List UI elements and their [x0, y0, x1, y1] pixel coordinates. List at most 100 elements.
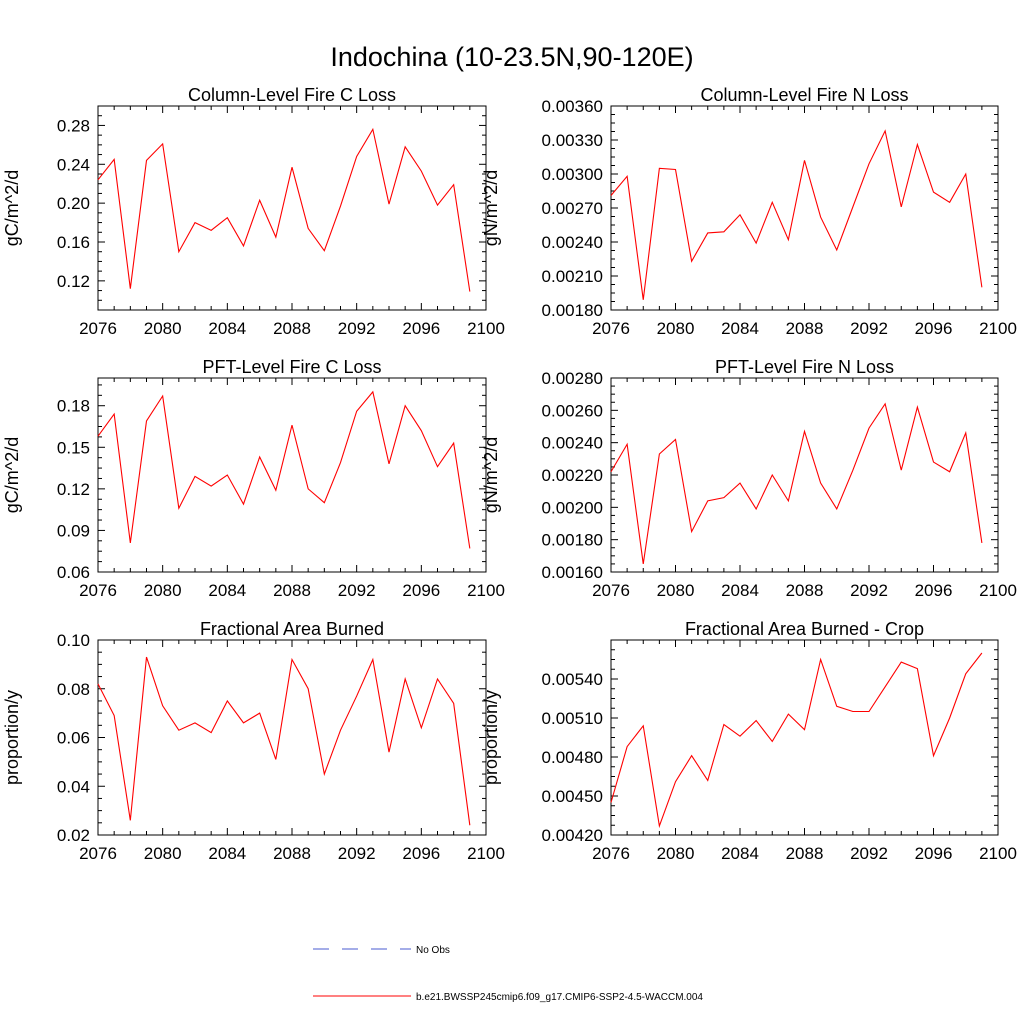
- legend-no-obs-label: No Obs: [416, 945, 450, 956]
- y-tick-label: 0.12: [57, 480, 90, 499]
- legend-model-label: b.e21.BWSSP245cmip6.f09_g17.CMIP6-SSP2-4…: [416, 992, 703, 1003]
- y-axis-label: gC/m^2/d: [2, 437, 22, 513]
- x-tick-label: 2092: [850, 844, 888, 863]
- y-tick-label: 0.00450: [542, 787, 603, 806]
- x-tick-label: 2080: [144, 581, 182, 600]
- x-tick-label: 2100: [979, 844, 1017, 863]
- y-axis-label: gC/m^2/d: [2, 170, 22, 246]
- panel-grid: Column-Level Fire C Loss 2076 2080 2084 2088…: [2, 85, 1017, 863]
- y-tick-label: 0.00540: [542, 670, 603, 689]
- x-tick-label: 2080: [657, 844, 695, 863]
- y-tick-label: 0.20: [57, 194, 90, 213]
- panel-1: Column-Level Fire C Loss 2076 2080 2084 2088…: [2, 85, 505, 338]
- y-tick-label: 0.00480: [542, 748, 603, 767]
- panel-title: Fractional Area Burned: [200, 619, 384, 639]
- series-line: [610, 652, 983, 829]
- y-tick-label: 0.00270: [542, 199, 603, 218]
- x-tick-label: 2088: [273, 844, 311, 863]
- panel-title: Column-Level Fire C Loss: [188, 85, 396, 105]
- series-line: [610, 402, 983, 564]
- x-tick-label: 2096: [402, 581, 440, 600]
- y-tick-label: 0.00360: [542, 97, 603, 116]
- x-tick-label: 2096: [915, 844, 953, 863]
- x-tick-label: 2084: [208, 581, 246, 600]
- x-tick-label: 2096: [915, 319, 953, 338]
- y-tick-label: 0.00420: [542, 826, 603, 845]
- x-tick-label: 2084: [721, 581, 759, 600]
- panel-2: Column-Level Fire N Loss 2076 2080 2084 2088…: [481, 85, 1017, 338]
- y-tick-label: 0.06: [57, 729, 90, 748]
- series-line: [610, 129, 983, 300]
- y-axis-label: proportion/y: [481, 690, 501, 785]
- x-tick-label: 2084: [721, 844, 759, 863]
- y-axis-label: proportion/y: [2, 690, 22, 785]
- y-tick-label: 0.00180: [542, 531, 603, 550]
- x-tick-label: 2076: [79, 319, 117, 338]
- series-line: [97, 656, 471, 826]
- panel-4: PFT-Level Fire N Loss 2076 2080 2084 2088 209…: [481, 357, 1017, 600]
- x-tick-label: 2092: [338, 581, 376, 600]
- x-tick-label: 2096: [402, 319, 440, 338]
- y-axis-label: gN/m^2/d: [481, 437, 501, 513]
- series-line: [97, 127, 471, 292]
- x-tick-label: 2088: [273, 581, 311, 600]
- y-tick-label: 0.00280: [542, 369, 603, 388]
- y-tick-label: 0.00330: [542, 131, 603, 150]
- y-tick-label: 0.08: [57, 680, 90, 699]
- y-tick-label: 0.00510: [542, 709, 603, 728]
- x-tick-label: 2100: [979, 319, 1017, 338]
- panel-3: PFT-Level Fire C Loss 2076 2080 2084 2088 209…: [2, 357, 505, 600]
- y-tick-label: 0.18: [57, 397, 90, 416]
- y-tick-label: 0.15: [57, 438, 90, 457]
- x-tick-label: 2080: [144, 844, 182, 863]
- x-tick-label: 2088: [786, 581, 824, 600]
- y-axis-label: gN/m^2/d: [481, 170, 501, 246]
- x-tick-label: 2080: [657, 581, 695, 600]
- y-tick-label: 0.16: [57, 233, 90, 252]
- x-tick-label: 2076: [79, 844, 117, 863]
- x-tick-label: 2100: [467, 844, 505, 863]
- y-tick-label: 0.09: [57, 521, 90, 540]
- panel-title: Column-Level Fire N Loss: [700, 85, 908, 105]
- y-tick-label: 0.00260: [542, 401, 603, 420]
- x-tick-label: 2076: [79, 581, 117, 600]
- figure-title: Indochina (10-23.5N,90-120E): [330, 42, 693, 72]
- x-tick-label: 2088: [786, 844, 824, 863]
- panel-6: Fractional Area Burned - Crop 2076 2080 208…: [481, 619, 1017, 863]
- x-tick-label: 2092: [850, 319, 888, 338]
- y-tick-label: 0.00180: [542, 301, 603, 320]
- y-tick-label: 0.00240: [542, 434, 603, 453]
- x-tick-label: 2092: [850, 581, 888, 600]
- panel-title: Fractional Area Burned - Crop: [685, 619, 924, 639]
- y-tick-label: 0.00210: [542, 267, 603, 286]
- y-tick-label: 0.00240: [542, 233, 603, 252]
- panel-5: Fractional Area Burned 2076 2080 2084 2088 20…: [2, 619, 505, 863]
- legend: No Obs b.e21.BWSSP245cmip6.f09_g17.CMIP6…: [313, 945, 703, 1003]
- x-tick-label: 2076: [592, 844, 630, 863]
- y-tick-label: 0.12: [57, 272, 90, 291]
- y-tick-label: 0.02: [57, 826, 90, 845]
- y-tick-label: 0.00160: [542, 563, 603, 582]
- x-tick-label: 2084: [721, 319, 759, 338]
- y-tick-label: 0.10: [57, 631, 90, 650]
- x-tick-label: 2100: [467, 581, 505, 600]
- x-tick-label: 2100: [979, 581, 1017, 600]
- x-tick-label: 2096: [402, 844, 440, 863]
- x-tick-label: 2100: [467, 319, 505, 338]
- series-line: [97, 390, 471, 549]
- panel-title: PFT-Level Fire N Loss: [715, 357, 894, 377]
- y-tick-label: 0.24: [57, 155, 90, 174]
- y-tick-label: 0.04: [57, 777, 90, 796]
- y-tick-label: 0.00300: [542, 165, 603, 184]
- x-tick-label: 2096: [915, 581, 953, 600]
- y-tick-label: 0.06: [57, 563, 90, 582]
- x-tick-label: 2084: [208, 844, 246, 863]
- y-tick-label: 0.00200: [542, 498, 603, 517]
- x-tick-label: 2088: [786, 319, 824, 338]
- x-tick-label: 2076: [592, 319, 630, 338]
- y-tick-label: 0.00220: [542, 466, 603, 485]
- x-tick-label: 2088: [273, 319, 311, 338]
- panel-title: PFT-Level Fire C Loss: [202, 357, 381, 377]
